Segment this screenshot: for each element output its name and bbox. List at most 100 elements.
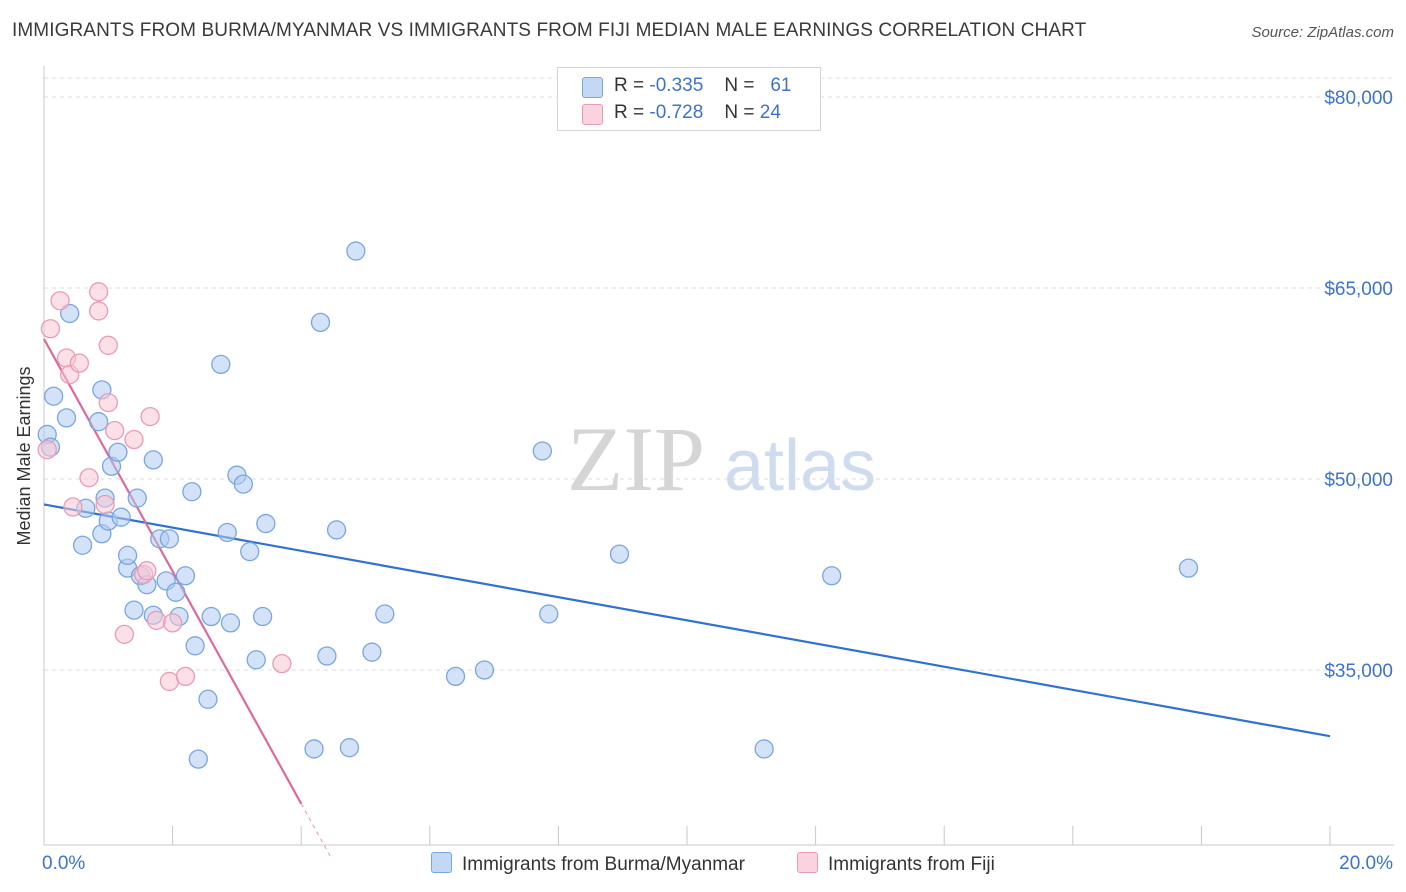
point-burma [159, 529, 180, 549]
point-fiji [63, 497, 83, 517]
watermark-zip: ZIP [567, 408, 705, 510]
point-fiji [146, 610, 167, 630]
point-fiji [98, 392, 118, 413]
y-axis-label: Median Male Earnings [14, 366, 34, 546]
bottom-legend-label-burma: Immigrants from Burma/Myanmar [462, 854, 745, 875]
legend-r-label: R = [614, 102, 645, 123]
point-burma [89, 412, 109, 432]
point-burma [111, 507, 131, 527]
legend-swatch-fiji [582, 104, 603, 125]
point-fiji [114, 624, 135, 644]
point-burma [252, 606, 273, 627]
point-fiji [140, 406, 160, 427]
y-tick-label: $80,000 [1324, 88, 1393, 109]
point-burma [201, 606, 221, 627]
point-burma [217, 522, 237, 543]
legend-r-label: R = [614, 75, 645, 96]
legend-n-value-burma: 61 [770, 75, 792, 96]
point-burma [60, 303, 80, 324]
point-fiji [89, 282, 109, 302]
point-burma [256, 513, 276, 534]
point-burma [474, 660, 495, 680]
point-burma [108, 442, 128, 462]
y-tick-label: $35,000 [1324, 661, 1393, 682]
point-burma [445, 666, 466, 687]
point-burma [117, 545, 138, 566]
point-fiji [37, 440, 57, 460]
watermark-atlas: atlas [724, 426, 876, 506]
point-fiji [175, 666, 196, 687]
grid-lines [44, 77, 1394, 671]
point-burma [188, 749, 208, 769]
trend-line-burma [43, 503, 1331, 738]
point-fiji [69, 353, 90, 373]
point-fiji [50, 291, 70, 311]
zipatlas-watermark: ZIP atlas [567, 408, 876, 510]
point-burma [346, 241, 366, 261]
point-burma [143, 450, 163, 470]
point-burma [822, 566, 842, 586]
point-fiji [159, 671, 180, 692]
legend-n-label: N = [724, 102, 755, 123]
legend-swatch-burma [582, 77, 603, 98]
point-burma [211, 354, 231, 375]
point-burma [1178, 558, 1199, 578]
legend-r-value-burma: -0.335 [649, 75, 704, 96]
point-burma [233, 474, 253, 494]
point-burma [362, 642, 382, 662]
y-tick-label: $50,000 [1324, 470, 1393, 491]
point-burma [220, 613, 241, 633]
point-fiji [98, 335, 118, 355]
point-burma [339, 738, 360, 758]
trend-line-fiji [43, 338, 303, 805]
point-fiji [162, 613, 183, 633]
point-burma [609, 544, 630, 564]
point-burma [539, 604, 559, 624]
legend-r-value-fiji: -0.728 [649, 102, 704, 123]
point-burma [56, 408, 77, 428]
point-burma [72, 535, 93, 555]
bottom-legend-swatch-burma [431, 852, 452, 873]
y-tick-label: $65,000 [1324, 279, 1393, 300]
point-fiji [137, 561, 157, 581]
axes [43, 66, 1394, 846]
point-burma [317, 646, 337, 666]
point-burma [304, 739, 324, 759]
point-burma [240, 541, 260, 562]
point-burma [198, 689, 218, 709]
point-burma [43, 386, 64, 406]
bottom-legend-label-fiji: Immigrants from Fiji [828, 854, 995, 875]
point-burma [310, 312, 331, 333]
source-label: Source: ZipAtlas.com [1251, 24, 1394, 41]
point-burma [185, 636, 205, 656]
correlation-legend: R = -0.335 N = 61 R = -0.728 N = 24 [557, 67, 821, 131]
point-burma [375, 604, 395, 624]
point-burma [326, 520, 347, 540]
point-fiji [79, 468, 99, 488]
point-burma [182, 482, 202, 502]
x-tick-label-min: 0.0% [42, 853, 85, 874]
tick-labels: $35,000 $50,000 $65,000 $80,000 0.0% 20.0% [42, 88, 1393, 874]
point-fiji [105, 420, 125, 441]
bottom-legend-fiji: Immigrants from Fiji [797, 852, 995, 876]
legend-n-value-fiji: 24 [759, 102, 781, 123]
bottom-legend-burma: Immigrants from Burma/Myanmar [431, 852, 745, 876]
point-burma [246, 650, 266, 670]
point-fiji [40, 319, 61, 339]
legend-n-label: N = [724, 75, 755, 96]
point-burma [175, 566, 196, 586]
point-burma [754, 739, 774, 759]
point-burma [124, 600, 144, 620]
x-tick-label-max: 20.0% [1339, 853, 1393, 874]
point-fiji [95, 494, 115, 515]
point-burma [532, 441, 552, 461]
point-fiji [89, 301, 109, 321]
data-points [37, 241, 1199, 769]
point-fiji [272, 653, 292, 674]
bottom-legend-swatch-fiji [797, 852, 818, 873]
point-fiji [124, 429, 144, 450]
trend-lines [43, 338, 1331, 857]
chart-title: IMMIGRANTS FROM BURMA/MYANMAR VS IMMIGRA… [12, 20, 1087, 41]
trend-line-fiji-extension [300, 803, 331, 857]
